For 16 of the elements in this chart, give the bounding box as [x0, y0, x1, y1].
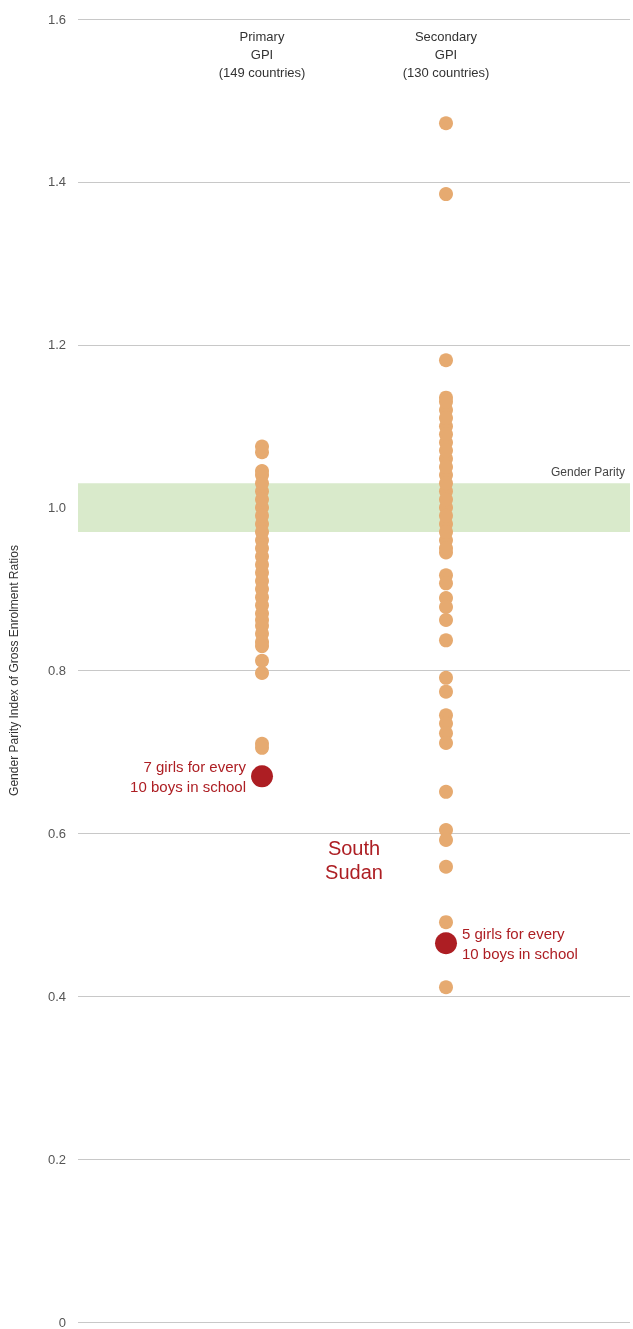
y-tick-label: 0.2	[47, 1151, 66, 1167]
y-tick-label: 0.6	[47, 825, 66, 841]
y-axis-title: Gender Parity Index of Gross Enrolment Ratios	[7, 545, 21, 796]
x-tick-label: Secondary GPI (130 countries)	[402, 28, 490, 80]
annotation: 7 girls for every 10 boys in school	[130, 757, 247, 795]
band-label: Gender Parity	[550, 465, 625, 480]
y-tick-label: 0.8	[47, 663, 66, 678]
y-tick-label: 0	[58, 1314, 66, 1329]
y-tick-label: 1.0	[47, 500, 66, 516]
x-tick-label: Primary GPI (149 countries)	[218, 28, 306, 80]
text: South Sudan	[325, 836, 383, 883]
y-tick-label: 1.2	[47, 337, 66, 353]
y-tick-label: 1.6	[47, 11, 66, 27]
y-tick-label: 1.4	[47, 174, 66, 190]
annotation: 5 girls for every 10 boys in school	[462, 924, 578, 962]
y-tick-label: 0.4	[47, 988, 66, 1004]
